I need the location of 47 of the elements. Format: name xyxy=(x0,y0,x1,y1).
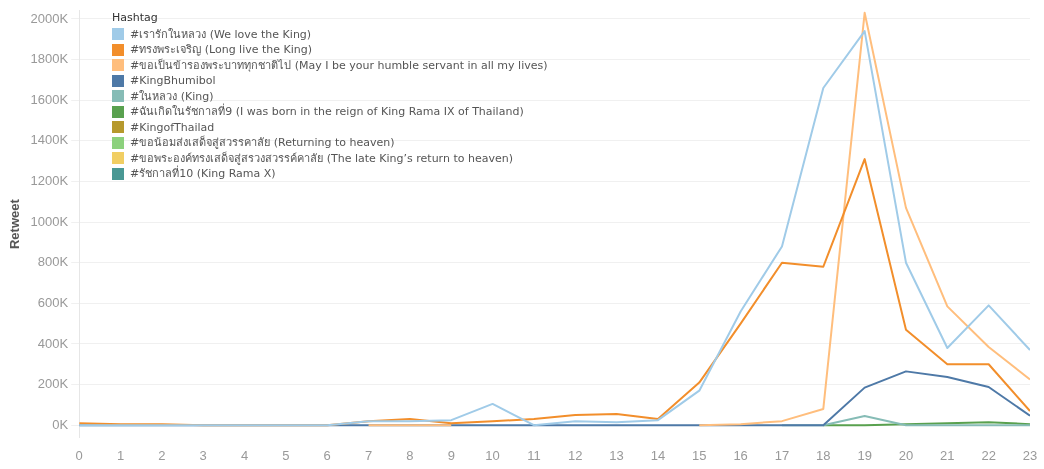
y-tick-label: 1000K xyxy=(30,213,69,229)
x-tick-label: 7 xyxy=(364,447,373,463)
x-tick-label: 10 xyxy=(485,447,500,463)
x-tick-label: 21 xyxy=(940,447,955,463)
x-tick-label: 16 xyxy=(733,447,748,463)
x-tick-label: 4 xyxy=(240,447,249,463)
x-tick-label: 0 xyxy=(75,447,83,463)
legend-label: #ขอน้อมส่งเสด็จสู่สวรรคาลัย (Returning to heaven) xyxy=(130,135,395,151)
x-tick-label: 5 xyxy=(282,447,290,463)
x-tick-label: 3 xyxy=(199,447,207,463)
y-tick-label: 1400K xyxy=(30,132,69,148)
y-tick-label: 1200K xyxy=(30,173,69,189)
legend-label: #เรารักในหลวง (We love the King) xyxy=(130,26,312,42)
y-tick-label: 200K xyxy=(37,376,69,392)
legend-label: #ขอเป็นข้ารองพระบาททุกชาติไป (May I be your humble servant in all my lives) xyxy=(130,57,548,73)
x-tick-label: 15 xyxy=(692,447,707,463)
x-tick-label: 19 xyxy=(857,447,872,463)
x-tick-label: 20 xyxy=(898,447,914,463)
y-tick-label: 800K xyxy=(37,254,69,270)
x-tick-label: 6 xyxy=(323,447,331,463)
x-tick-label: 18 xyxy=(816,447,831,463)
legend-label: #KingofThailad xyxy=(130,119,215,135)
x-tick-label: 1 xyxy=(116,447,125,463)
legend-title: Hashtag xyxy=(112,10,159,26)
x-tick-label: 23 xyxy=(1022,447,1038,463)
x-tick-label: 11 xyxy=(527,447,541,463)
x-tick-label: 14 xyxy=(650,447,666,463)
legend-label: #รัชกาลที่10 (King Rama X) xyxy=(130,166,276,182)
legend-label: #ทรงพระเจริญ (Long live the King) xyxy=(130,42,313,58)
y-tick-label: 400K xyxy=(37,335,69,351)
x-tick-label: 9 xyxy=(447,447,455,463)
y-tick-label: 600K xyxy=(37,294,69,310)
x-tick-label: 12 xyxy=(568,447,583,463)
x-tick-label: 17 xyxy=(774,447,790,463)
y-axis-title: Retweet xyxy=(7,198,23,250)
legend-label: #ขอพระองค์ทรงเสด็จสู่สรวงสวรรค์คาลัย (The late King’s return to heaven) xyxy=(130,150,513,166)
y-tick-label: 1600K xyxy=(30,91,69,107)
legend-label: #ในหลวง (King) xyxy=(130,88,214,103)
y-tick-label: 2000K xyxy=(30,10,69,26)
x-tick-label: 13 xyxy=(609,447,624,463)
x-tick-label: 22 xyxy=(981,447,996,463)
x-tick-label: 8 xyxy=(406,447,414,463)
x-tick-label: 2 xyxy=(158,447,166,463)
legend-label: #ฉันเกิดในรัชกาลที่9 (I was born in the reign of King Rama IX of Thailand) xyxy=(130,104,524,120)
legend-label: #KingBhumibol xyxy=(130,73,216,89)
y-tick-label: 0K xyxy=(52,416,69,432)
y-tick-label: 1800K xyxy=(30,51,69,67)
